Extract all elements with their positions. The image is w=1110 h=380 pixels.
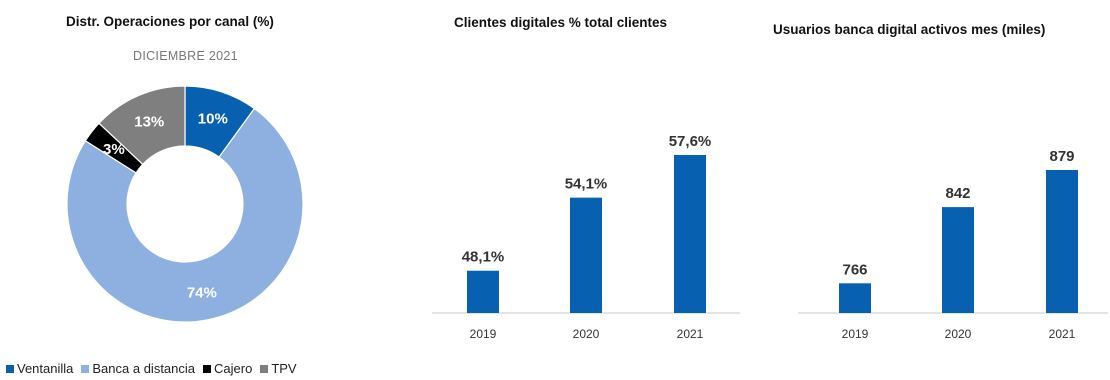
bar-2021	[1046, 170, 1078, 313]
x-tick-label: 2021	[1049, 327, 1076, 341]
legend-label-tpv: TPV	[271, 361, 297, 376]
bar-value-label: 57,6%	[669, 133, 712, 150]
legend-swatch-ventanilla	[6, 364, 14, 373]
pie-label-ventanilla: 10%	[198, 110, 228, 127]
x-tick-label: 2020	[573, 327, 600, 341]
users-chart-title: Usuarios banca digital activos mes (mile…	[773, 22, 1046, 37]
legend-item-cajero: Cajero	[203, 361, 252, 376]
bar-2021	[674, 155, 706, 313]
bar-value-label: 54,1%	[565, 176, 608, 193]
legend-item-tpv: TPV	[260, 361, 297, 376]
bar-value-label: 879	[1049, 148, 1074, 165]
bar-2019	[839, 283, 871, 313]
x-tick-label: 2019	[842, 327, 869, 341]
bar-value-label: 48,1%	[462, 249, 505, 266]
x-tick-label: 2019	[470, 327, 497, 341]
bar-2019	[467, 270, 499, 313]
legend-swatch-banca-a-distancia	[81, 364, 90, 373]
bar-2020	[570, 197, 602, 313]
clients-bar-chart: 48,1% 2019 54,1% 2020 57,6% 2021	[432, 133, 740, 341]
legend-label-banca-a-distancia: Banca a distancia	[92, 361, 196, 376]
users-bar-chart: 766 2019 842 2020 879 2021	[798, 148, 1108, 341]
legend-label-cajero: Cajero	[214, 361, 253, 376]
x-tick-label: 2020	[945, 327, 972, 341]
legend-item-ventanilla: Ventanilla	[6, 361, 73, 376]
pie-chart-title: Distr. Operaciones por canal (%)	[66, 14, 274, 29]
pie-slice-tpv	[98, 85, 186, 166]
bar-value-label: 842	[945, 185, 970, 202]
pie-label-cajero: 3%	[103, 141, 125, 158]
legend-swatch-tpv	[260, 364, 269, 373]
pie-chart-subtitle: DICIEMBRE 2021	[133, 49, 238, 63]
pie-chart: 10% 74% 3% 13%	[66, 85, 304, 323]
pie-slice-banca-a-distancia	[66, 107, 304, 323]
x-tick-label: 2021	[677, 327, 704, 341]
legend-swatch-cajero	[203, 364, 212, 373]
pie-legend: Ventanilla Banca a distancia Cajero TPV	[6, 361, 297, 376]
bar-value-label: 766	[842, 261, 867, 278]
pie-label-banca-a-distancia: 74%	[187, 284, 217, 301]
clients-chart-title: Clientes digitales % total clientes	[454, 15, 668, 30]
legend-item-banca-a-distancia: Banca a distancia	[81, 361, 195, 376]
bar-2020	[942, 207, 974, 313]
pie-label-tpv: 13%	[134, 113, 164, 130]
legend-label-ventanilla: Ventanilla	[17, 361, 74, 376]
